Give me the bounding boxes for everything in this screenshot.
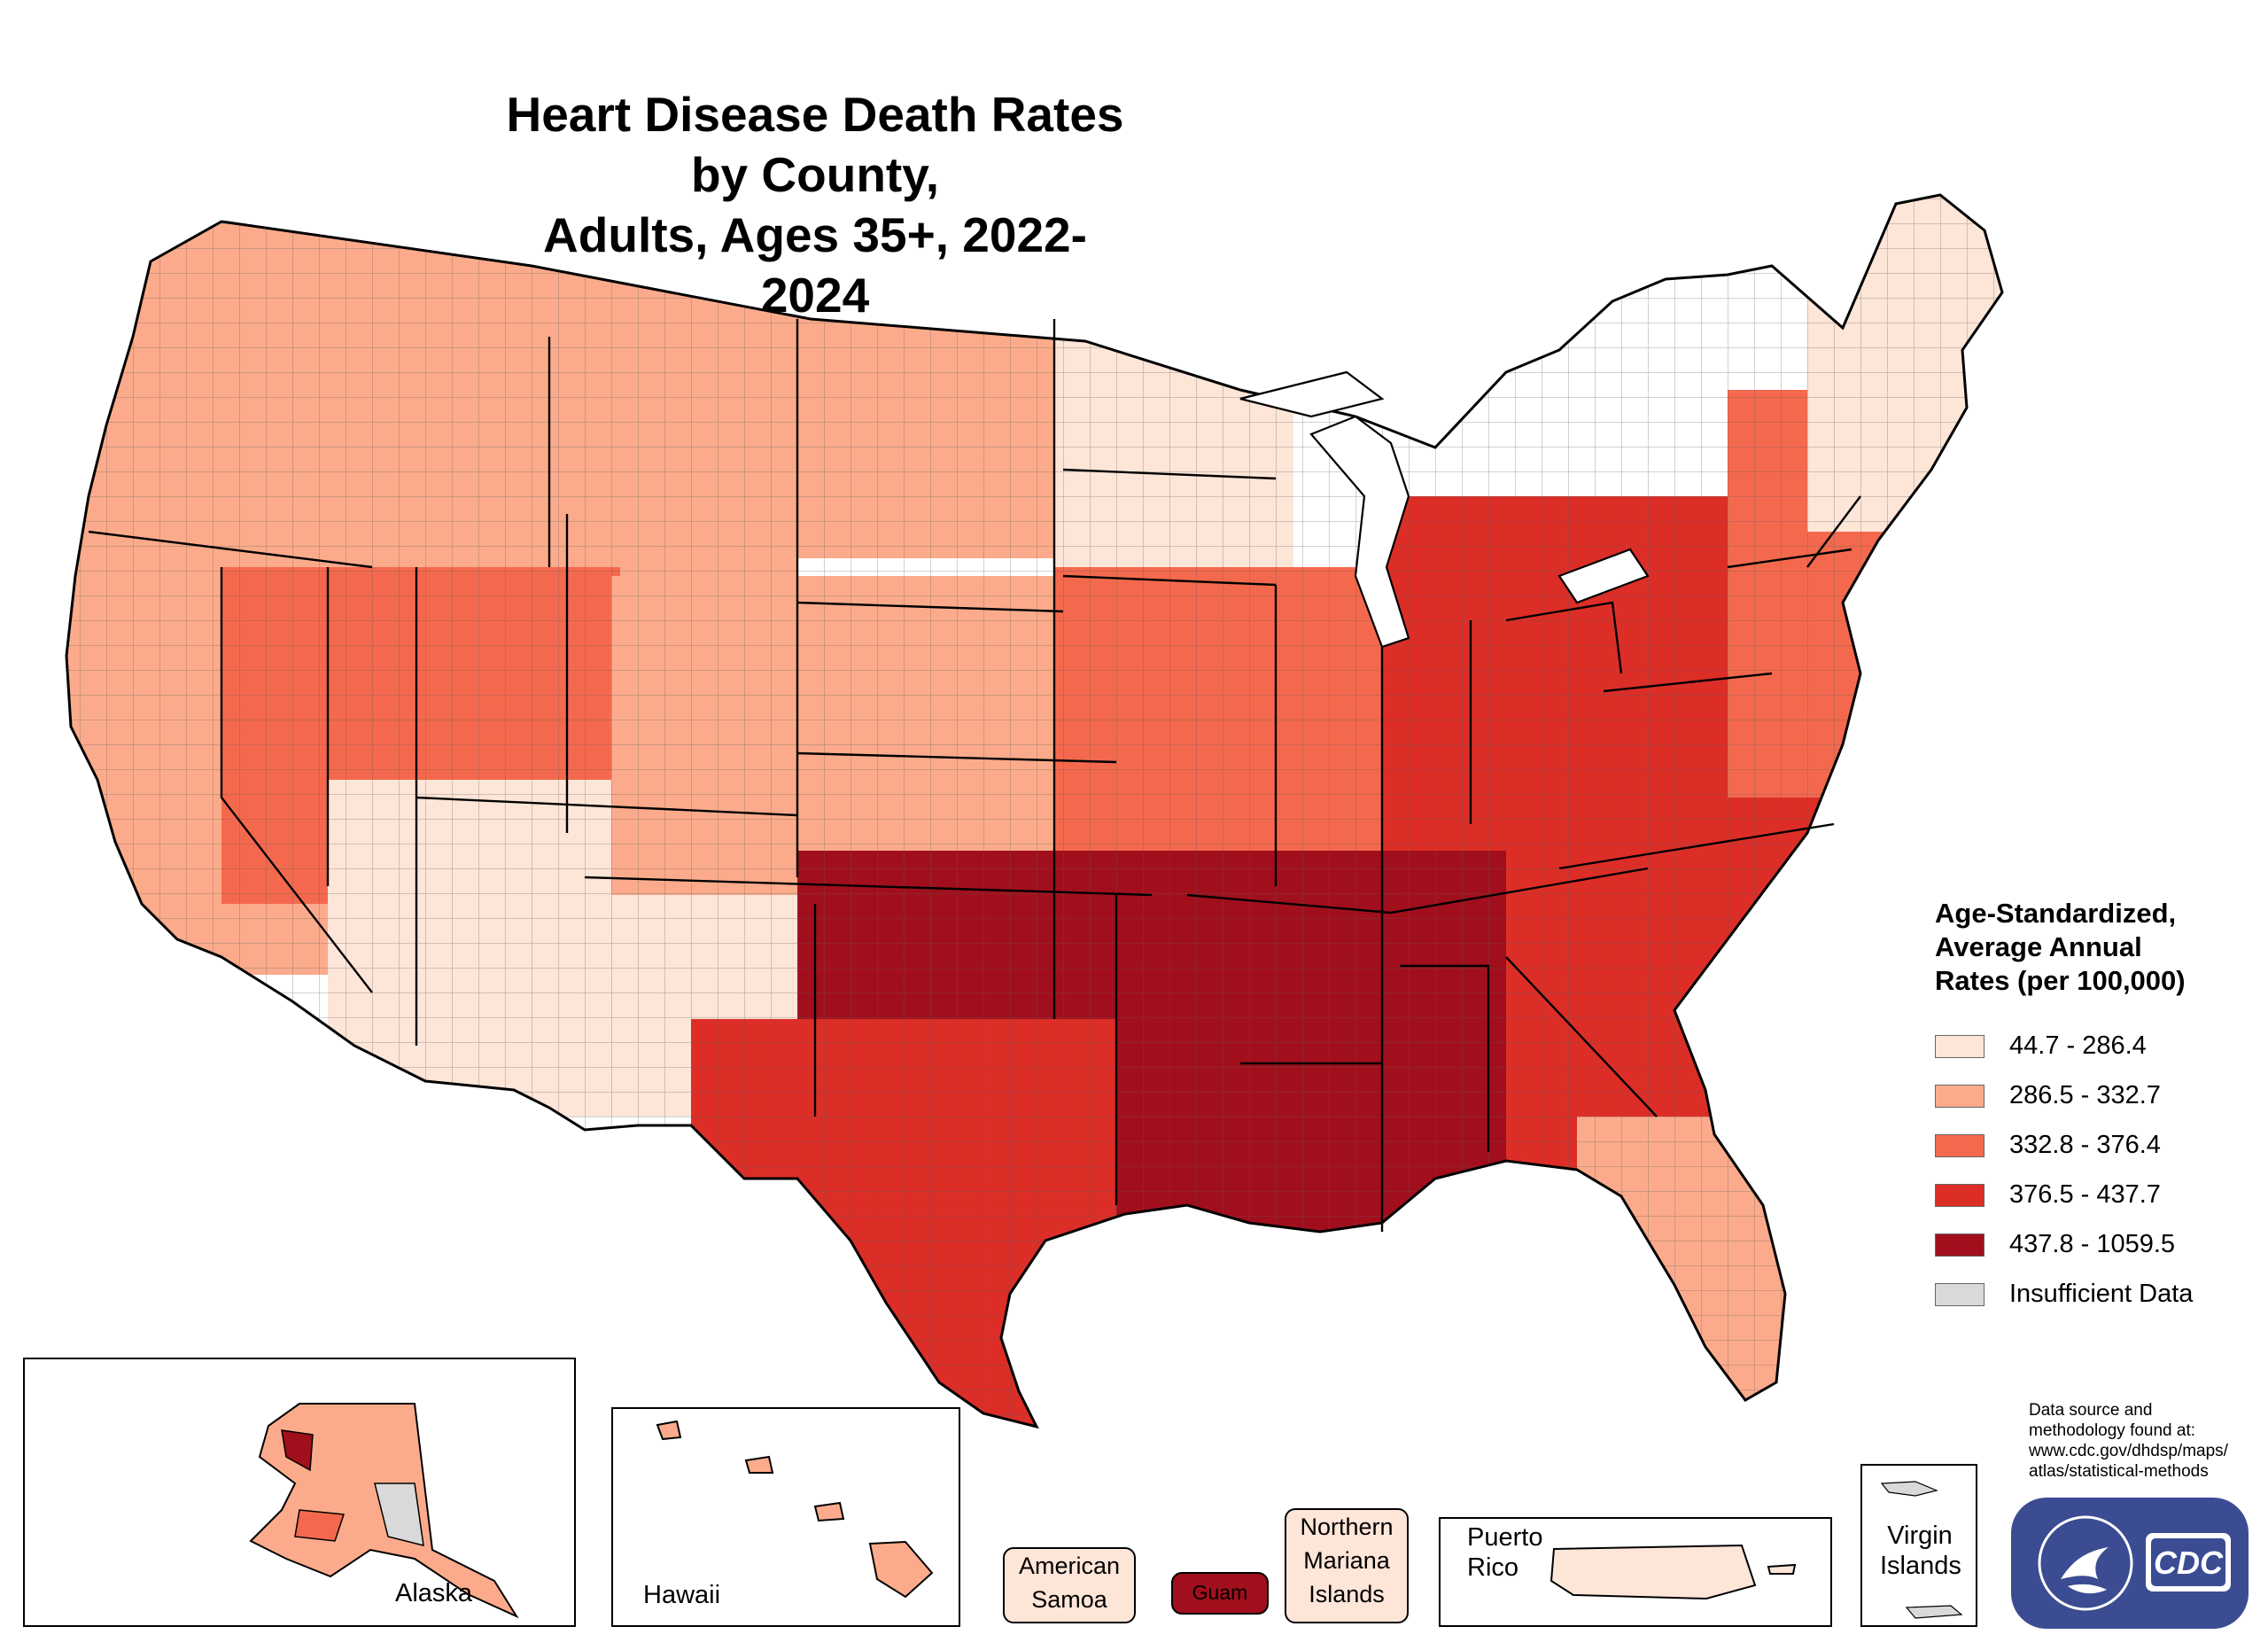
title-line-1: Heart Disease Death Rates by County,	[506, 87, 1124, 202]
northern-mariana-line3: Islands	[1309, 1581, 1385, 1607]
map-title: Heart Disease Death Rates by County, Adu…	[496, 84, 1134, 325]
northern-mariana-box: Northern Mariana Islands	[1285, 1508, 1409, 1623]
legend: Age-Standardized, Average Annual Rates (…	[1935, 897, 2254, 1308]
alaska-map	[249, 1403, 519, 1619]
great-lakes	[1239, 370, 1650, 649]
legend-label: 44.7 - 286.4	[2009, 1031, 2147, 1060]
legend-label: 286.5 - 332.7	[2009, 1081, 2161, 1109]
legend-title-line1: Age-Standardized,	[1935, 898, 2177, 929]
cdc-logo: CDC	[2011, 1498, 2249, 1629]
source-note-line3[interactable]: www.cdc.gov/dhdsp/maps/	[2029, 1442, 2228, 1460]
american-samoa-line2: Samoa	[1031, 1586, 1107, 1613]
guam-label: Guam	[1192, 1581, 1248, 1604]
legend-label: 437.8 - 1059.5	[2009, 1230, 2176, 1258]
puerto-rico-line2: Rico	[1467, 1553, 1519, 1582]
state-borders	[88, 319, 1861, 1232]
source-note-line1: Data source and	[2029, 1401, 2153, 1420]
legend-swatch	[1935, 1234, 1984, 1257]
puerto-rico-map	[1550, 1544, 1797, 1600]
guam-box: Guam	[1171, 1572, 1269, 1615]
source-note-line2: methodology found at:	[2029, 1421, 2196, 1440]
puerto-rico-line1: Puerto	[1467, 1523, 1543, 1552]
virgin-islands-label: Virgin Islands	[1880, 1521, 1961, 1581]
hawaii-label: Hawaii	[643, 1581, 721, 1609]
puerto-rico-inset: Puerto Rico	[1439, 1517, 1832, 1627]
northern-mariana-line1: Northern	[1300, 1514, 1394, 1540]
legend-swatch	[1935, 1085, 1984, 1108]
alaska-label: Alaska	[395, 1579, 473, 1607]
hawaii-inset: Hawaii	[611, 1407, 960, 1627]
legend-title: Age-Standardized, Average Annual Rates (…	[1935, 897, 2254, 998]
cdc-logo-text: CDC	[2154, 1545, 2224, 1581]
american-samoa-box: American Samoa	[1003, 1547, 1136, 1623]
legend-swatch	[1935, 1184, 1984, 1207]
legend-label: 376.5 - 437.7	[2009, 1180, 2161, 1209]
source-note-line4[interactable]: atlas/statistical-methods	[2029, 1462, 2209, 1481]
legend-label: Insufficient Data	[2009, 1280, 2194, 1308]
american-samoa-line1: American	[1018, 1553, 1121, 1579]
legend-label: 332.8 - 376.4	[2009, 1131, 2161, 1159]
legend-swatch	[1935, 1283, 1984, 1306]
virgin-islands-line2: Islands	[1880, 1552, 1961, 1580]
legend-title-line2: Average Annual	[1935, 931, 2142, 962]
hhs-eagle-icon	[2061, 1547, 2109, 1594]
legend-title-line3: Rates (per 100,000)	[1935, 965, 2186, 996]
legend-swatch	[1935, 1134, 1984, 1157]
virgin-islands-inset: Virgin Islands	[1860, 1464, 1977, 1627]
northern-mariana-line2: Mariana	[1303, 1547, 1390, 1574]
alaska-inset: Alaska	[23, 1358, 576, 1627]
hawaii-map	[656, 1420, 934, 1599]
virgin-islands-map	[1880, 1481, 1963, 1619]
legend-swatch	[1935, 1035, 1984, 1058]
virgin-islands-line1: Virgin	[1887, 1522, 1953, 1550]
source-note: Data source and methodology found at: ww…	[2029, 1400, 2250, 1482]
puerto-rico-label: Puerto Rico	[1467, 1522, 1542, 1583]
